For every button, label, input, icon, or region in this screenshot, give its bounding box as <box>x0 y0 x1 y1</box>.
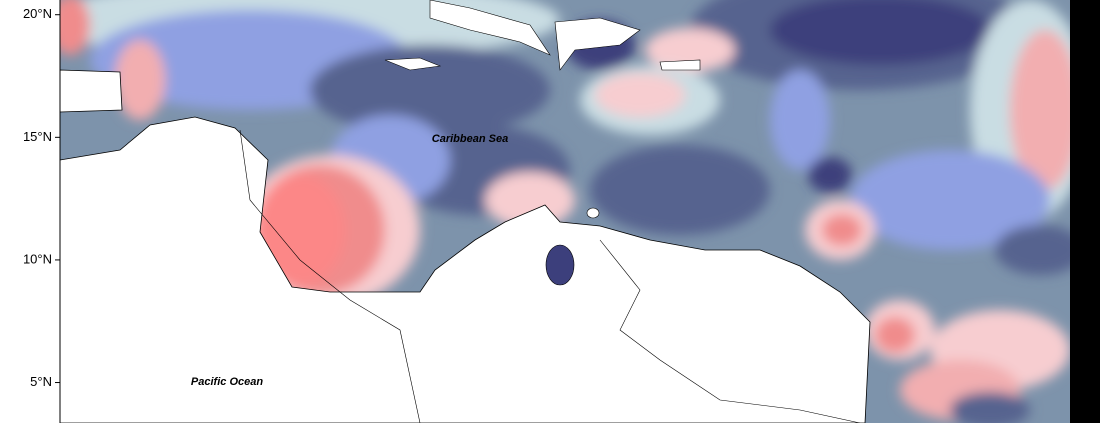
land <box>60 116 871 423</box>
island <box>659 59 701 71</box>
place-label: Caribbean Sea <box>432 133 508 145</box>
frame <box>1070 0 1100 423</box>
land <box>60 69 123 113</box>
border <box>239 129 421 423</box>
y-tick-label: 15°N <box>23 129 52 144</box>
island <box>384 57 442 71</box>
island <box>554 17 641 71</box>
y-tick-label: 20°N <box>23 6 52 21</box>
island <box>429 0 551 56</box>
lake <box>545 244 575 286</box>
island <box>586 207 600 219</box>
border <box>599 239 861 423</box>
y-tick-label: 5°N <box>30 374 52 389</box>
sea-field <box>60 0 1070 423</box>
y-tick-label: 10°N <box>23 251 52 266</box>
place-label: Pacific Ocean <box>191 376 263 388</box>
